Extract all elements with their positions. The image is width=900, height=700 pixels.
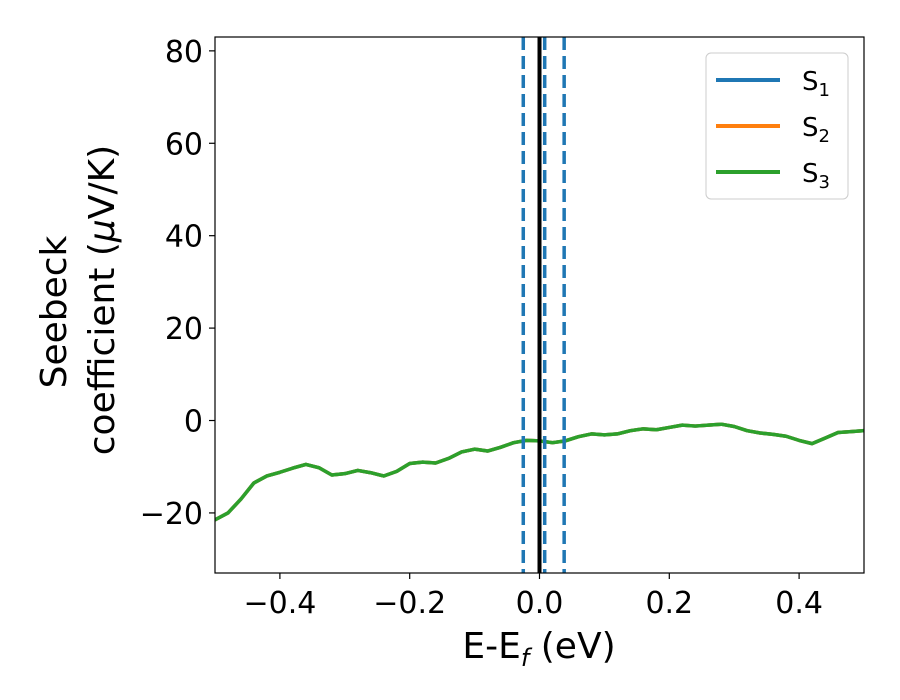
- x-axis-label-unit: (eV): [529, 626, 615, 667]
- x-tick-label: 0.4: [775, 586, 823, 621]
- y-axis-label-line2: coefficient (μV/K): [82, 145, 123, 455]
- legend-label-s1: S1: [802, 67, 830, 101]
- y-axis-label-mu: μ: [82, 219, 123, 243]
- x-tick-label: −0.2: [373, 586, 446, 621]
- y-tick-label: 40: [165, 220, 203, 255]
- y-axis-label: Seebeck coefficient (μV/K): [34, 145, 123, 455]
- y-tick-label: 60: [165, 127, 203, 162]
- legend-label-s2: S2: [802, 113, 830, 147]
- y-tick-label: 0: [184, 405, 203, 440]
- legend-entries: S1 S2 S3: [716, 67, 830, 193]
- y-tick-label: 80: [165, 35, 203, 70]
- x-tick-label: 0.0: [516, 586, 564, 621]
- y-tick-label: 20: [165, 312, 203, 347]
- reference-lines: [521, 37, 566, 573]
- x-axis-ticks: −0.4 −0.2 0.0 0.2 0.4: [243, 573, 823, 621]
- y-tick-label: −20: [140, 497, 203, 532]
- y-axis-ticks: −20 0 20 40 60 80: [140, 35, 215, 532]
- legend: S1 S2 S3: [705, 52, 849, 200]
- x-axis-label: E-Ef (eV): [462, 626, 615, 672]
- legend-label-s3: S3: [802, 159, 830, 193]
- x-tick-label: 0.2: [645, 586, 693, 621]
- x-tick-label: −0.4: [243, 586, 316, 621]
- y-axis-label-line1: Seebeck: [34, 235, 75, 388]
